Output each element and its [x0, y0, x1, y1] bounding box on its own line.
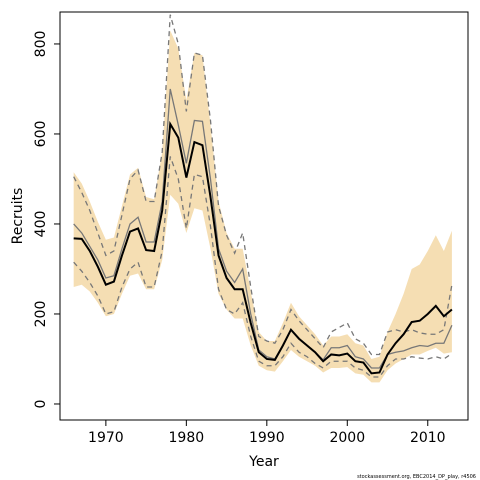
x-axis-label: Year [248, 454, 279, 470]
x-tick-label: 1980 [169, 430, 205, 446]
dashed-line [73, 156, 453, 378]
y-tick-label: 800 [33, 31, 49, 58]
x-tick-label: 1990 [249, 430, 285, 446]
y-axis-label: Recruits [10, 188, 26, 245]
y-tick-label: 400 [33, 211, 49, 238]
y-tick-label: 200 [33, 301, 49, 328]
x-tick-label: 2000 [329, 430, 365, 446]
confidence-band [73, 30, 452, 383]
x-tick-label: 2010 [410, 430, 446, 446]
y-tick-label: 0 [33, 400, 49, 409]
line [73, 120, 453, 375]
x-tick-label: 1970 [88, 430, 124, 446]
y-tick-label: 600 [33, 121, 49, 148]
footer: stockassessment.org, EBC2014_DP_play, r4… [357, 474, 476, 480]
dashed-line [73, 14, 453, 356]
plot-frame [59, 11, 469, 421]
